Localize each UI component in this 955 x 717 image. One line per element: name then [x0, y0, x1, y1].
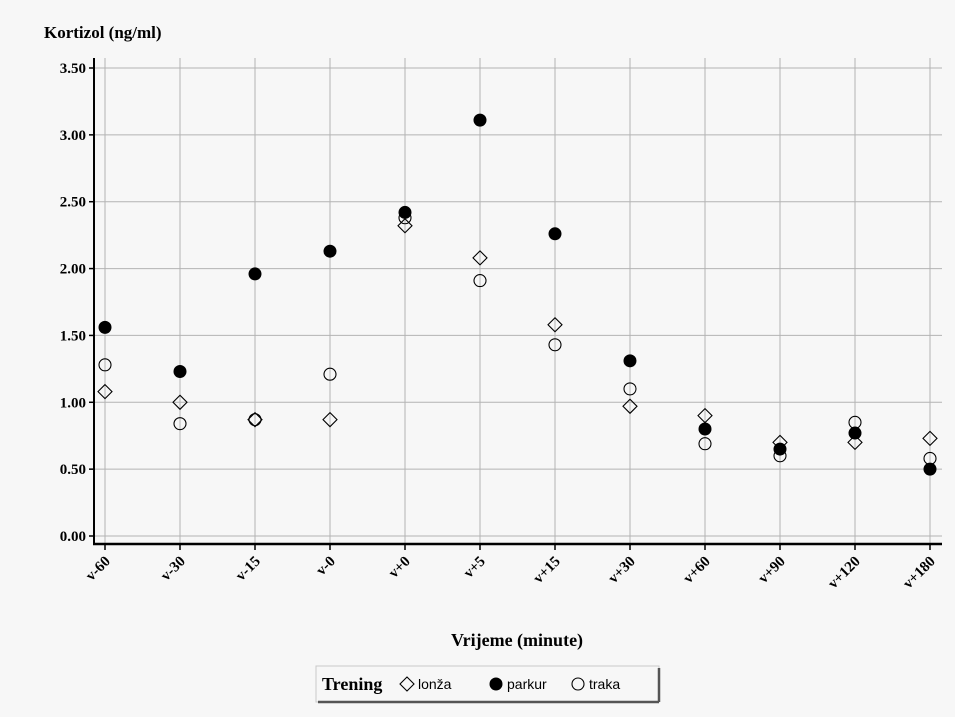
data-point-circle-filled: [248, 267, 262, 281]
legend: Trening lonža parkur traka: [315, 665, 661, 704]
grid-lines: [94, 58, 942, 544]
data-point-circle-filled: [473, 113, 487, 127]
legend-title: Trening: [322, 674, 382, 694]
data-point-diamond-open: [622, 398, 638, 415]
data-point-circle-open: [548, 338, 562, 352]
data-points: [97, 113, 938, 476]
data-point-circle-open: [173, 417, 187, 431]
x-tick-label: v-30: [158, 554, 189, 585]
data-point-diamond-open: [172, 394, 188, 411]
x-tick-label: v+180: [900, 554, 939, 593]
y-tick-label: 1.50: [60, 328, 86, 344]
data-point-diamond-open: [322, 411, 338, 428]
data-point-diamond-open: [472, 250, 488, 266]
legend-marker-diamond-open: [399, 676, 415, 692]
x-tick-label: v+0: [386, 554, 414, 582]
y-axis-label: Kortizol (ng/ml): [44, 23, 162, 42]
data-point-circle-filled: [173, 365, 187, 379]
data-point-circle-open: [773, 449, 787, 463]
data-point-circle-open: [623, 382, 637, 396]
data-point-circle-filled: [323, 244, 337, 258]
data-point-diamond-open: [547, 316, 563, 333]
data-point-circle-open: [848, 415, 862, 429]
data-point-circle-open: [398, 211, 412, 225]
series-traka: [98, 211, 937, 465]
data-point-circle-open: [98, 358, 112, 372]
legend-box: [315, 665, 660, 703]
x-tick-label: v+120: [825, 554, 864, 593]
y-tick-labels: 0.00 0.50 1.00 1.50 2.00 2.50 3.00 3.50: [60, 61, 86, 545]
data-point-circle-filled: [623, 354, 637, 368]
legend-label: parkur: [507, 676, 547, 692]
y-tick-label: 2.00: [60, 262, 86, 278]
axes: [89, 58, 942, 550]
data-point-circle-open: [923, 451, 937, 465]
data-point-circle-filled: [398, 205, 412, 219]
data-point-circle-filled: [848, 426, 862, 440]
x-tick-label: v-60: [83, 554, 114, 585]
x-tick-label: v+30: [606, 554, 639, 587]
series-lonža: [97, 218, 938, 451]
x-tick-label: v+15: [531, 554, 564, 587]
data-point-circle-filled: [773, 442, 787, 456]
x-tick-label: v-15: [233, 554, 264, 585]
x-tick-label: v-0: [313, 554, 338, 579]
legend-label: traka: [589, 676, 620, 692]
data-point-diamond-open: [397, 218, 413, 234]
y-tick-label: 3.00: [60, 128, 86, 144]
legend-label: lonža: [418, 676, 452, 692]
y-tick-label: 3.50: [60, 61, 86, 77]
data-point-circle-open: [248, 413, 262, 427]
y-tick-label: 0.50: [60, 462, 86, 478]
y-tick-label: 0.00: [60, 529, 86, 545]
y-tick-label: 1.00: [60, 395, 86, 411]
data-point-circle-open: [323, 367, 337, 381]
series-parkur: [98, 113, 937, 476]
x-tick-label: v+5: [461, 554, 489, 582]
data-point-diamond-open: [847, 434, 863, 451]
x-tick-labels: v-60 v-30 v-15 v-0 v+0 v+5 v+15 v+30 v+60 v+90 v+1…: [83, 554, 939, 593]
y-tick-label: 2.50: [60, 195, 86, 211]
data-point-diamond-open: [97, 383, 113, 400]
data-point-circle-open: [698, 437, 712, 451]
data-point-circle-filled: [698, 422, 712, 436]
data-point-circle-filled: [923, 462, 937, 476]
data-point-circle-filled: [548, 227, 562, 241]
x-tick-label: v+90: [756, 554, 789, 587]
x-axis-label: Vrijeme (minute): [451, 630, 583, 651]
legend-marker-circle-filled: [489, 677, 503, 691]
data-point-diamond-open: [922, 430, 938, 447]
data-point-circle-filled: [98, 320, 112, 334]
data-point-diamond-open: [247, 411, 263, 428]
data-point-circle-open: [473, 274, 487, 288]
legend-marker-circle-open: [571, 677, 585, 691]
x-tick-label: v+60: [681, 554, 714, 587]
